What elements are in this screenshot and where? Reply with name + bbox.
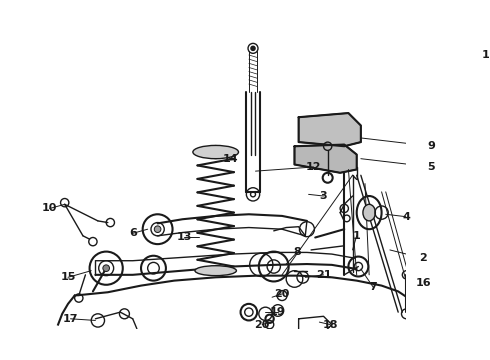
Text: 14: 14 xyxy=(223,154,239,164)
Text: 8: 8 xyxy=(293,247,301,257)
Text: 4: 4 xyxy=(403,212,411,222)
Text: 17: 17 xyxy=(63,314,78,324)
Text: 3: 3 xyxy=(319,191,327,201)
Text: 21: 21 xyxy=(316,270,331,280)
Polygon shape xyxy=(294,145,357,173)
Circle shape xyxy=(154,226,161,233)
Text: 7: 7 xyxy=(369,282,377,292)
Ellipse shape xyxy=(195,266,236,276)
Text: 16: 16 xyxy=(415,278,431,288)
Text: 2: 2 xyxy=(419,253,427,263)
Text: 6: 6 xyxy=(129,228,137,238)
Text: 10: 10 xyxy=(42,203,57,213)
Text: 5: 5 xyxy=(428,162,435,172)
Circle shape xyxy=(103,265,109,271)
Ellipse shape xyxy=(193,145,239,159)
Text: 15: 15 xyxy=(60,272,76,282)
Text: 9: 9 xyxy=(427,141,435,151)
Ellipse shape xyxy=(363,204,375,221)
Text: 20: 20 xyxy=(274,289,290,299)
Text: 11: 11 xyxy=(482,50,490,60)
Text: 19: 19 xyxy=(270,307,286,317)
Text: 20: 20 xyxy=(254,320,270,330)
Text: 12: 12 xyxy=(306,162,321,172)
Polygon shape xyxy=(298,113,361,146)
Text: 18: 18 xyxy=(322,320,338,330)
Text: 1: 1 xyxy=(353,231,361,241)
Circle shape xyxy=(251,46,255,50)
Text: 13: 13 xyxy=(176,233,192,243)
